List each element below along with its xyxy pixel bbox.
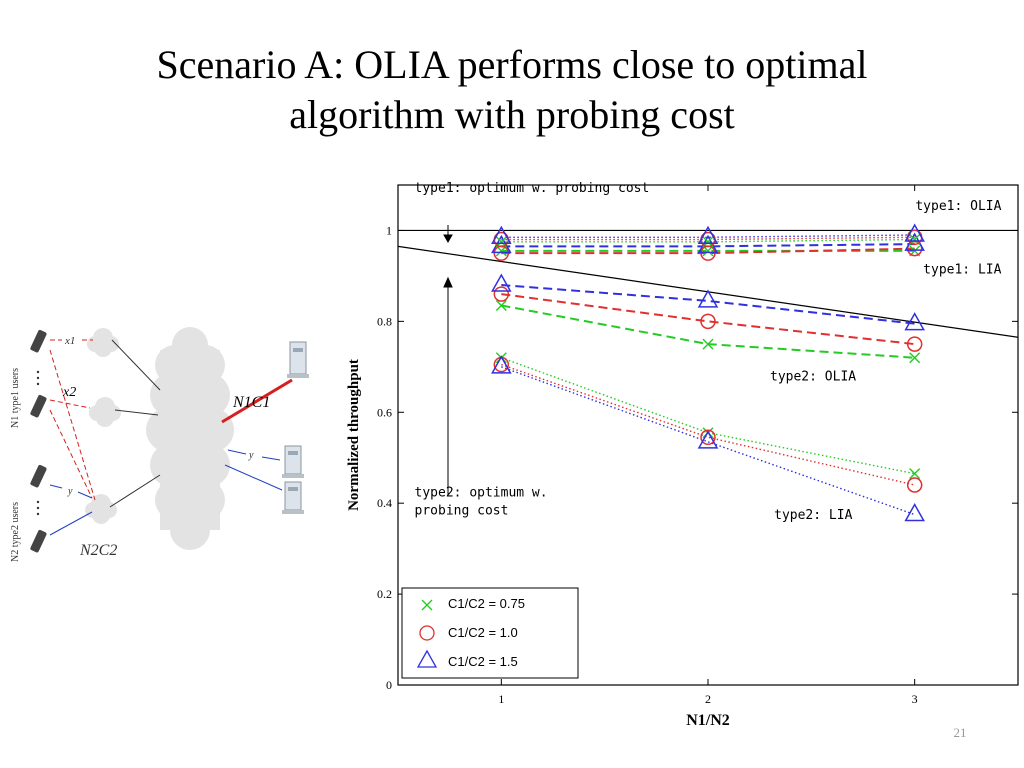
data-point-type2-lia-1.5-1 <box>491 355 512 374</box>
data-point-type1-lia-1.5-3 <box>904 223 925 242</box>
type1-user-devices <box>30 329 47 418</box>
server-icons <box>282 341 309 514</box>
legend-marker-circle <box>419 625 435 641</box>
legend-marker-x <box>421 599 433 611</box>
server-icon <box>282 445 304 478</box>
series-line-type2-lia-1 <box>501 363 915 486</box>
access-cloud-bottom <box>85 494 117 524</box>
annotation-5: probing cost <box>415 504 509 519</box>
annotation-6: type2: LIA <box>774 508 852 523</box>
data-point-type2-lia-1-2 <box>700 429 716 446</box>
legend-box <box>401 587 579 679</box>
data-point-type2-olia-1-1 <box>493 286 510 302</box>
data-point-type2-olia-0.75-2 <box>702 338 714 350</box>
label-n1c1: N1C1 <box>232 394 270 411</box>
label-x1: x1 <box>64 335 75 347</box>
label-type2-users: N2 type2 users <box>10 502 21 562</box>
y-tick-label-0.8: 0.8 <box>377 314 392 328</box>
data-point-type2-lia-0.75-3 <box>909 468 921 480</box>
ellipsis-dots <box>36 370 40 516</box>
slide-title-line-1: Scenario A: OLIA performs close to optim… <box>156 42 868 87</box>
label-y-right: y <box>248 450 254 461</box>
data-point-type2-olia-1-2 <box>700 313 716 330</box>
legend: C1/C2 = 0.75 C1/C2 = 1.0 C1/C2 = 1.5 <box>401 587 579 679</box>
type1-links <box>49 339 96 501</box>
data-point-type2-olia-0.75-3-stroke-b <box>909 352 921 364</box>
annotation-4: type2: optimum w. <box>415 485 548 500</box>
data-point-type2-olia-0.75-1 <box>495 299 507 311</box>
data-point-type2-olia-0.75-3 <box>909 352 921 364</box>
data-point-type1-lia-1.5-2 <box>697 225 719 245</box>
data-point-type2-lia-0.75-3-stroke-b <box>909 468 921 480</box>
access-cloud-middle <box>89 397 121 427</box>
label-y-left: y <box>67 486 73 497</box>
data-point-type2-lia-1.5-3 <box>904 503 925 522</box>
x-tick-label-3: 3 <box>912 692 918 706</box>
series-line-type1-olia-1 <box>501 247 915 255</box>
data-point-type2-olia-1-3 <box>906 336 923 352</box>
x-tick-label-2: 2 <box>705 692 711 706</box>
series-line-type1-olia-1.5 <box>501 243 915 248</box>
backbone-links <box>109 339 161 508</box>
legend-label-1.0: C1/C2 = 1.0 <box>448 625 518 640</box>
y-tick-label-0.6: 0.6 <box>377 405 392 419</box>
data-point-type2-olia-1.5-1 <box>491 273 512 292</box>
network-diagram: x1 x2 y y N1C1 N2C2 N1 type1 users N2 ty… <box>10 327 309 562</box>
legend-label-1.5: C1/C2 = 1.5 <box>448 654 518 669</box>
data-point-type2-olia-1.5-3 <box>904 312 925 331</box>
type2-user-devices <box>30 464 47 553</box>
annotation-2: type1: LIA <box>923 263 1001 278</box>
data-point-type2-lia-1.5-2 <box>697 430 719 449</box>
y-tick-label-0: 0 <box>386 678 392 692</box>
x-tick-label-1: 1 <box>498 692 504 706</box>
annotation-0: type1: optimum w. probing cost <box>415 181 650 196</box>
data-point-type2-olia-0.75-1-stroke-b <box>495 299 507 311</box>
type2-links <box>49 449 283 536</box>
annotation-1: type1: OLIA <box>915 199 1001 214</box>
bottleneck-link-n1c1 <box>221 378 293 424</box>
series-line-type2-lia-0.75 <box>501 357 915 475</box>
series-line-type1-lia-1.5 <box>501 234 915 238</box>
slide-title: Scenario A: OLIA performs close to optim… <box>0 40 1024 140</box>
throughput-chart: 0 0.2 0.4 0.6 0.8 1 1 2 3 type1: optimum w. prob… <box>346 181 1019 729</box>
y-axis-label: Normalized throughput <box>346 359 362 511</box>
access-cloud-top <box>87 328 119 357</box>
series-line-type1-lia-0.75 <box>501 238 915 243</box>
x-axis-label: N1/N2 <box>686 712 730 729</box>
data-point-type2-lia-1-3 <box>906 477 923 493</box>
server-icon <box>282 481 304 514</box>
core-network-cloud <box>146 327 234 550</box>
y-tick-label-0.2: 0.2 <box>377 587 392 601</box>
label-x2: x2 <box>62 385 76 400</box>
server-icon <box>287 341 309 378</box>
y-tick-label-1: 1 <box>386 223 392 237</box>
data-point-type2-olia-1.5-2 <box>697 289 719 308</box>
label-n2c2: N2C2 <box>79 542 117 559</box>
label-type1-users: N1 type1 users <box>10 368 21 428</box>
legend-label-0.75: C1/C2 = 0.75 <box>448 596 525 611</box>
data-point-type2-olia-0.75-2-stroke-b <box>702 338 714 350</box>
series-line-type2-lia-1.5 <box>501 366 915 516</box>
slide-title-line-2: algorithm with probing cost <box>289 92 735 137</box>
annotation-3: type2: OLIA <box>770 369 856 384</box>
data-point-type1-lia-1.5-1 <box>491 225 512 245</box>
series-line-type1-lia-1 <box>501 236 915 241</box>
annotation-arrows <box>443 225 453 495</box>
slide-number: 21 <box>953 725 967 740</box>
y-tick-label-0.4: 0.4 <box>377 496 392 510</box>
legend-marker-triangle <box>416 649 438 668</box>
